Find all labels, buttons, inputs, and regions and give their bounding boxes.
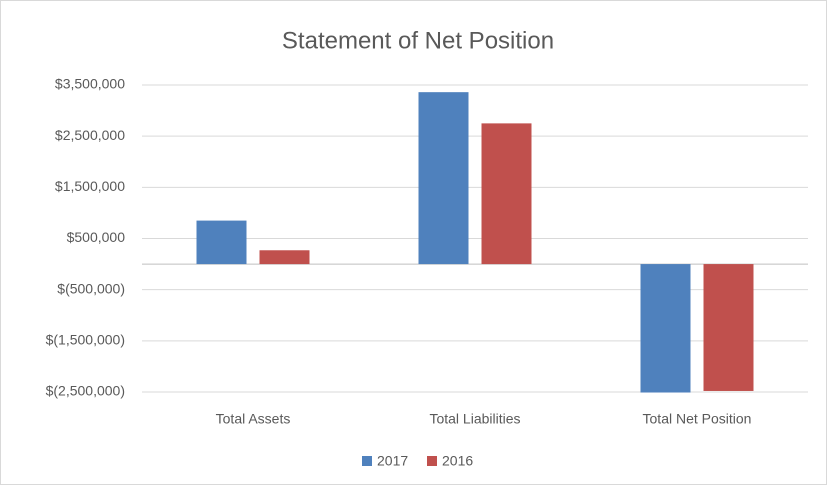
bar (703, 264, 754, 391)
y-tick-label: $(500,000) (57, 280, 125, 296)
bar (196, 220, 247, 265)
legend-swatch (427, 456, 437, 466)
bar (418, 92, 469, 265)
legend-swatch (362, 456, 372, 466)
y-tick-label: $500,000 (67, 229, 126, 245)
legend-label: 2017 (377, 453, 408, 469)
x-tick-label: Total Liabilities (429, 411, 520, 427)
y-tick-label: $2,500,000 (55, 127, 125, 143)
y-tick-label: $(1,500,000) (46, 332, 125, 348)
x-tick-label: Total Assets (216, 411, 291, 427)
bar (640, 264, 691, 393)
bar (481, 123, 532, 265)
y-tick-label: $(2,500,000) (46, 383, 125, 399)
bar (259, 250, 310, 265)
legend-label: 2016 (442, 453, 473, 469)
x-tick-label: Total Net Position (643, 411, 752, 427)
chart-title: Statement of Net Position (282, 27, 554, 54)
y-tick-label: $1,500,000 (55, 178, 125, 194)
y-tick-label: $3,500,000 (55, 76, 125, 92)
